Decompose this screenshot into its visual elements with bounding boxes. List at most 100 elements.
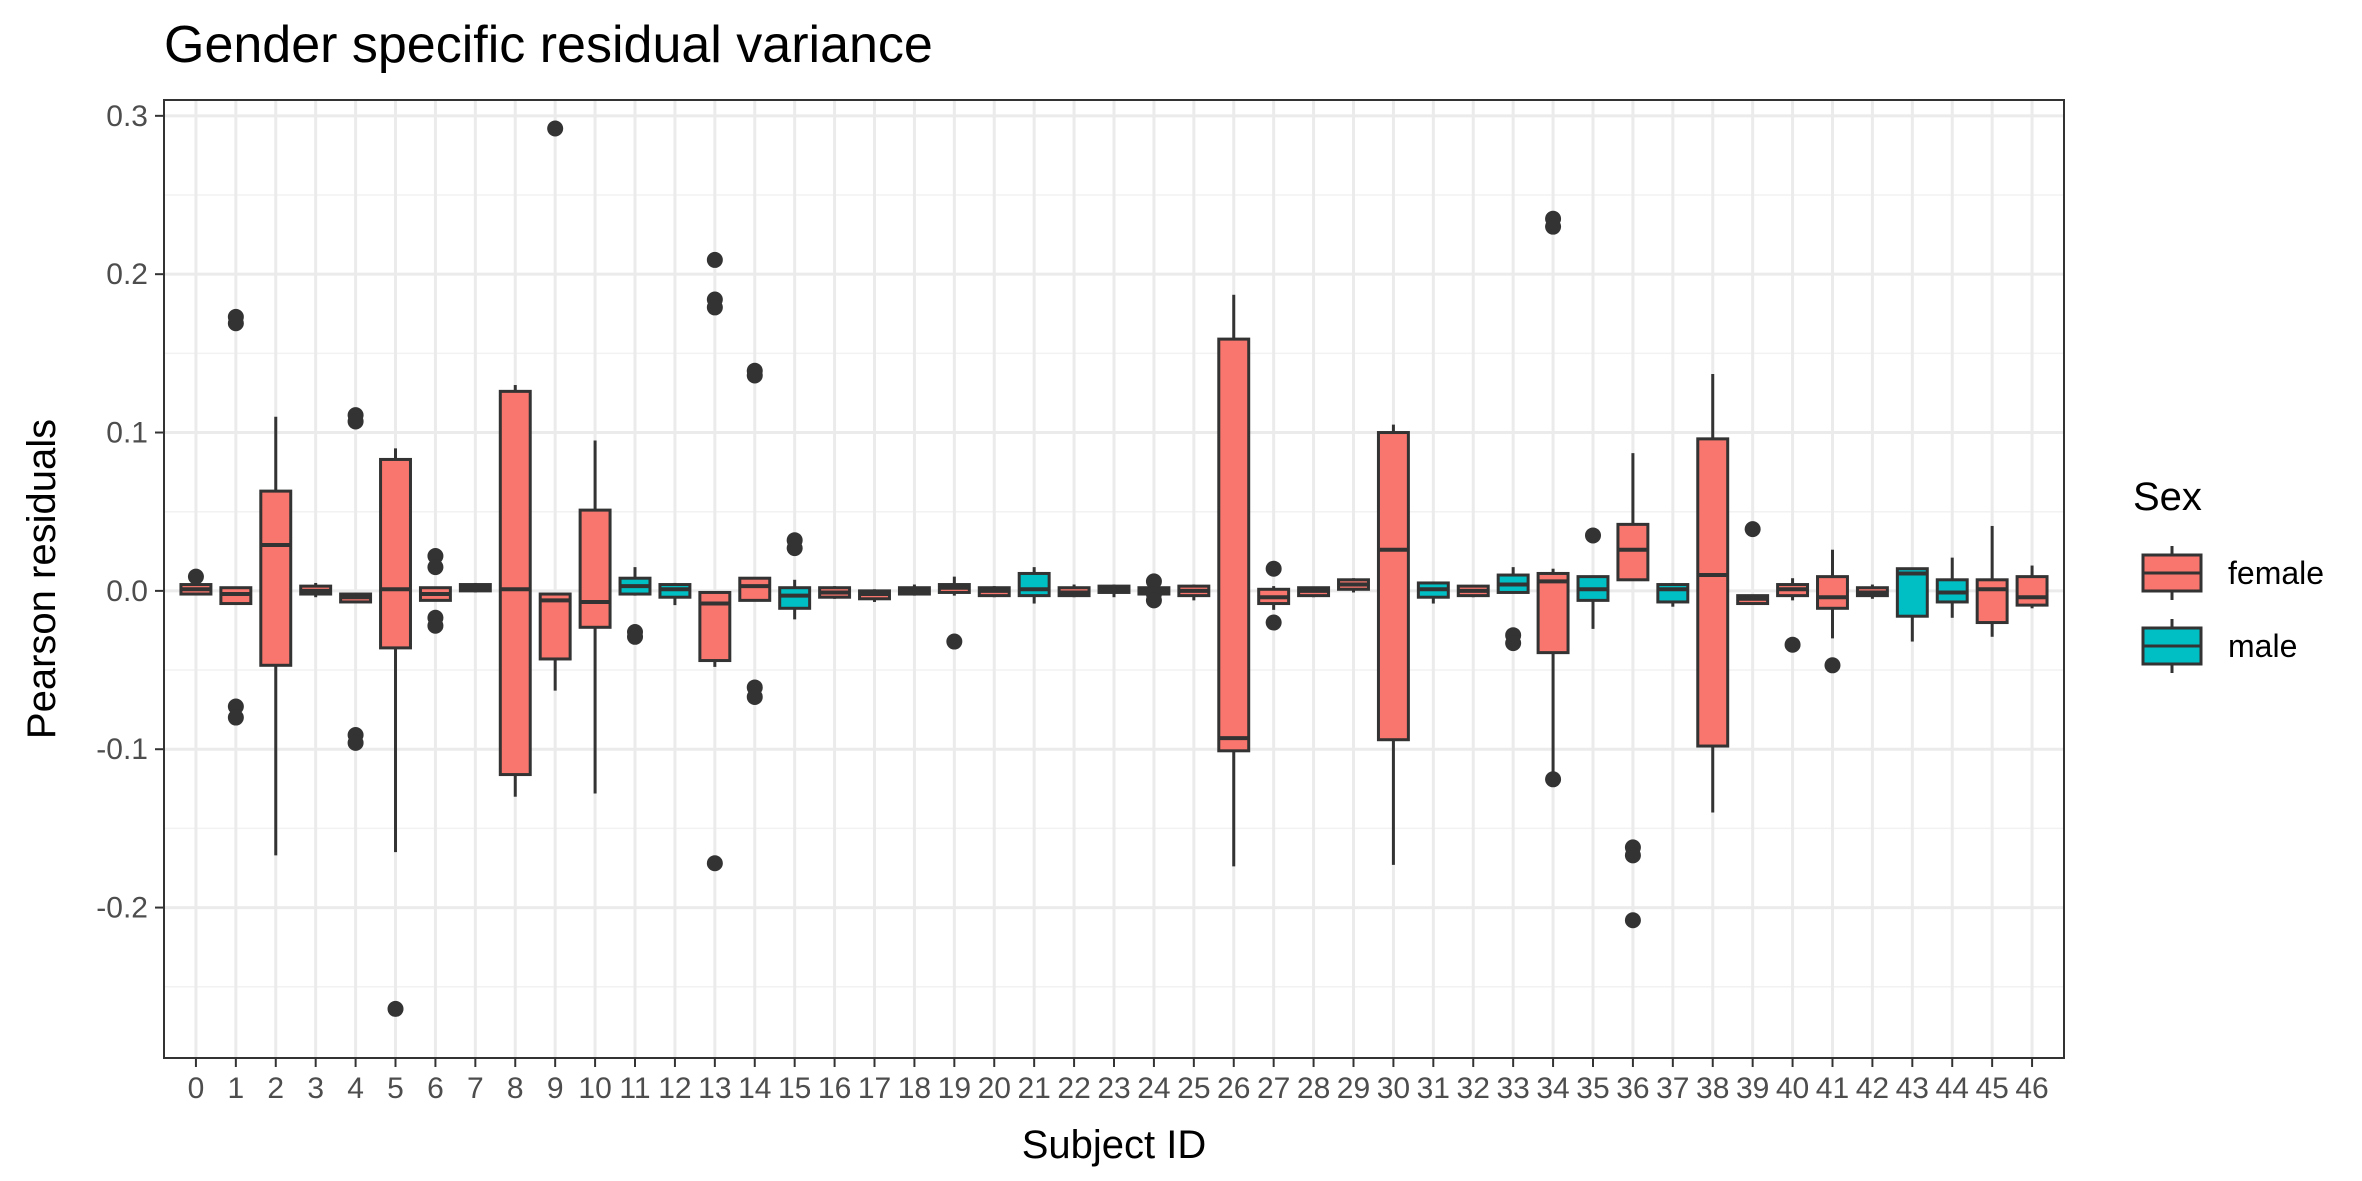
outlier-point	[1824, 657, 1841, 674]
boxplot-27	[1257, 560, 1291, 631]
boxplot-12	[658, 582, 692, 606]
boxplot-10	[578, 440, 612, 794]
x-tick-label: 11	[619, 1072, 650, 1105]
x-tick-label: 0	[188, 1072, 205, 1105]
axes: -0.2-0.10.00.10.20.30 1 2 3 4 5 6 7 8 9 10 11 12 13 14…	[96, 100, 2048, 1105]
boxplot-13	[698, 251, 732, 872]
x-tick-label: 25	[1177, 1072, 1210, 1105]
outlier-point	[1265, 614, 1282, 631]
x-tick-label: 4	[347, 1072, 364, 1105]
x-tick-label: 19	[938, 1072, 971, 1105]
outlier-point	[427, 559, 444, 576]
x-tick-label: 43	[1896, 1072, 1929, 1105]
outlier-point	[746, 367, 763, 384]
boxplot-14	[738, 362, 772, 705]
box-body	[1656, 583, 1690, 604]
boxplot-40	[1776, 578, 1810, 653]
boxplot-11	[618, 567, 652, 645]
x-tick-label: 34	[1536, 1072, 1569, 1105]
boxplot-17	[858, 589, 891, 602]
outlier-point	[1265, 560, 1282, 577]
outlier-point	[1624, 847, 1641, 864]
boxplot-18	[897, 584, 931, 596]
x-tick-label: 45	[1975, 1072, 2008, 1105]
y-tick-label: 0.2	[106, 258, 148, 291]
box-body	[1895, 567, 1929, 618]
x-tick-label: 41	[1816, 1072, 1849, 1105]
boxplot-38	[1696, 373, 1730, 813]
boxplot-36	[1616, 453, 1650, 929]
boxplot-8	[498, 385, 532, 797]
boxplot-26	[1217, 294, 1251, 867]
boxplot-28	[1297, 586, 1331, 598]
boxplot-24	[1137, 573, 1171, 609]
box-body	[538, 592, 572, 661]
x-tick-label: 12	[658, 1072, 691, 1105]
x-tick-label: 27	[1257, 1072, 1290, 1105]
boxplot-35	[1576, 527, 1610, 629]
box-body	[2015, 575, 2049, 607]
y-tick-label: -0.2	[96, 892, 148, 925]
x-tick-label: 26	[1217, 1072, 1250, 1105]
x-tick-label: 30	[1377, 1072, 1410, 1105]
boxplot-42	[1855, 584, 1889, 599]
boxplot-29	[1337, 578, 1370, 593]
outlier-point	[227, 698, 244, 715]
outlier-point	[227, 315, 244, 332]
outlier-point	[946, 633, 963, 650]
x-tick-label: 17	[858, 1072, 891, 1105]
y-tick-label: -0.1	[96, 733, 148, 766]
boxplot-44	[1935, 557, 1969, 618]
legend-label-female: female	[2228, 555, 2324, 591]
outlier-point	[1584, 527, 1601, 544]
x-tick-label: 33	[1496, 1072, 1529, 1105]
x-tick-label: 29	[1337, 1072, 1370, 1105]
box-body	[1616, 522, 1650, 582]
box-body	[1696, 437, 1730, 748]
boxplot-1	[219, 308, 253, 726]
x-tick-label: 13	[698, 1072, 731, 1105]
x-tick-label: 37	[1656, 1072, 1689, 1105]
boxplot-3	[299, 582, 333, 598]
boxplot-37	[1656, 582, 1690, 607]
x-tick-label: 40	[1776, 1072, 1809, 1105]
boxplot-41	[1816, 549, 1849, 674]
box-body	[1376, 431, 1410, 742]
boxplot-33	[1496, 567, 1530, 652]
outlier-point	[1145, 573, 1162, 590]
boxplot-32	[1456, 584, 1490, 598]
outlier-point	[786, 540, 803, 557]
boxplot-30	[1376, 424, 1410, 865]
boxplot-34	[1536, 210, 1570, 788]
x-tick-label: 6	[427, 1072, 444, 1105]
y-tick-label: 0.0	[106, 575, 148, 608]
boxplot-43	[1895, 567, 1929, 642]
x-tick-label: 15	[778, 1072, 811, 1105]
x-tick-label: 31	[1417, 1072, 1450, 1105]
legend: Sex female male	[2133, 475, 2324, 673]
x-tick-label: 23	[1097, 1072, 1130, 1105]
x-tick-label: 9	[547, 1072, 564, 1105]
box-body	[1975, 578, 2009, 625]
x-tick-label: 1	[228, 1072, 245, 1105]
outlier-point	[706, 855, 723, 872]
outlier-point	[427, 548, 444, 565]
x-tick-label: 20	[978, 1072, 1011, 1105]
boxplot-39	[1736, 521, 1770, 606]
x-tick-label: 39	[1736, 1072, 1769, 1105]
y-tick-label: 0.3	[106, 100, 148, 133]
outlier-point	[227, 709, 244, 726]
boxplot-4	[339, 407, 373, 751]
boxplot-7	[458, 582, 492, 593]
outlier-point	[187, 568, 204, 585]
outlier-point	[627, 628, 644, 645]
legend-title: Sex	[2133, 475, 2202, 519]
outlier-point	[746, 688, 763, 705]
boxplot-46	[2015, 565, 2049, 609]
box-body	[578, 508, 612, 629]
x-tick-label: 42	[1856, 1072, 1889, 1105]
boxplot-5	[379, 448, 412, 1017]
x-tick-label: 24	[1137, 1072, 1170, 1105]
outlier-point	[1145, 592, 1162, 609]
